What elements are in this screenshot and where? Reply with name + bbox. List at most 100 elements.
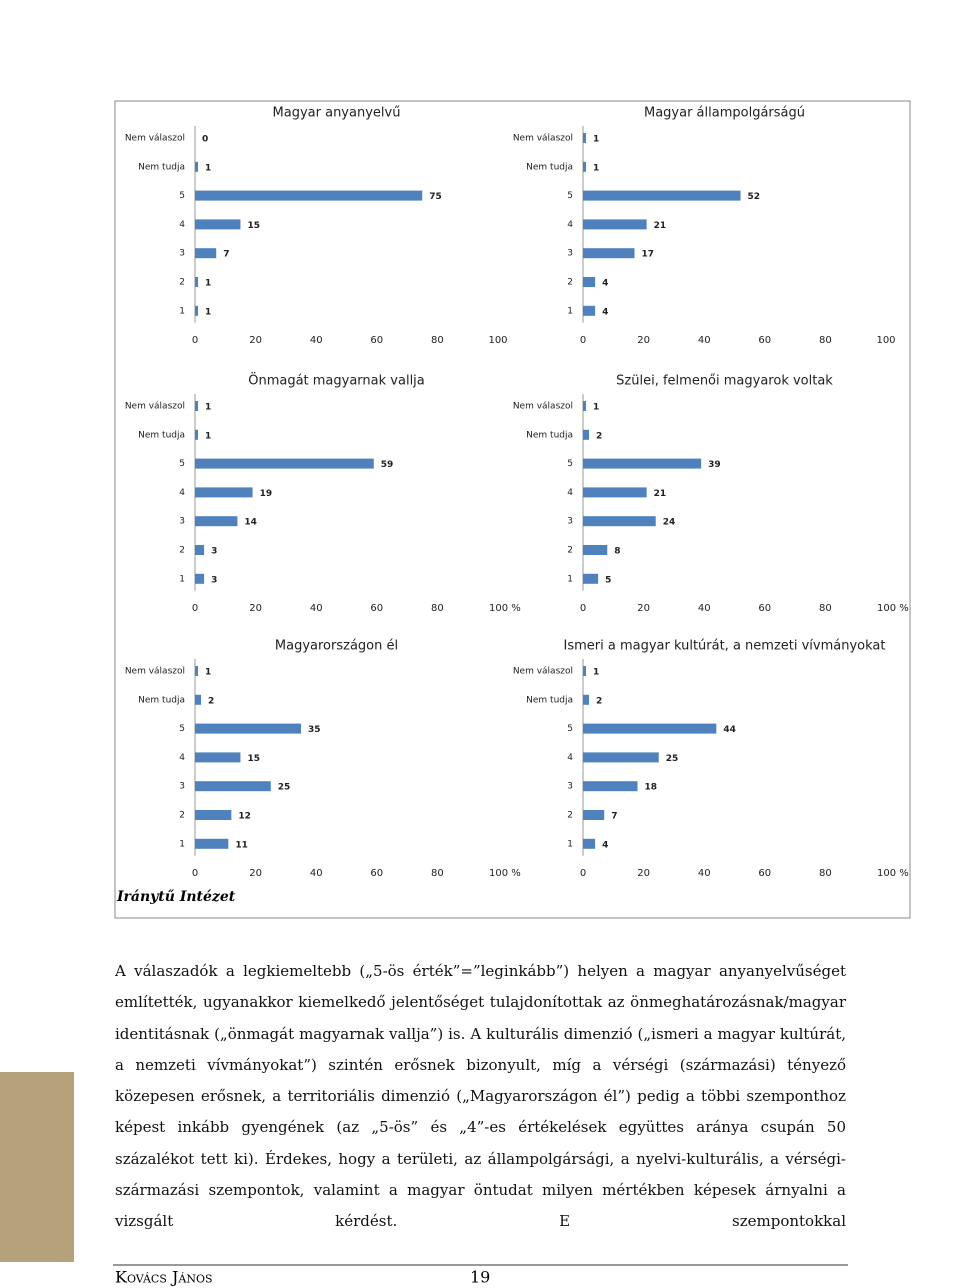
bar [583,401,587,411]
y-tick-label: Nem válaszol [125,667,185,677]
data-label: 1 [205,668,211,678]
bar [195,573,205,584]
x-tick-label: 80 [431,868,444,879]
x-tick-label: 0 [192,603,198,614]
y-tick-label: Nem tudja [526,430,573,440]
x-tick-label: 40 [310,868,323,879]
y-tick-label: 1 [567,839,573,849]
bar [583,573,599,584]
x-tick-label: 60 [370,335,383,346]
x-tick-label: 20 [249,603,262,614]
x-tick-label: 60 [370,868,383,879]
x-tick-label: 60 [370,603,383,614]
x-tick-label: 100 [488,335,507,346]
bar [583,545,608,555]
chart-title: Ismeri a magyar kultúrát, a nemzeti vívm… [563,639,885,654]
y-tick-label: 1 [567,306,573,316]
data-label: 75 [429,192,442,202]
y-tick-label: 4 [567,753,573,763]
bar [583,694,590,705]
bar [195,277,199,287]
data-label: 44 [723,725,736,735]
x-tick-label: 60 [758,868,771,879]
data-label: 11 [235,840,248,850]
y-tick-label: 5 [179,724,185,734]
bar [195,161,199,172]
data-label: 12 [238,812,251,822]
bar [583,305,596,316]
y-tick-label: 4 [179,220,185,230]
bar [583,161,587,172]
bar [195,694,202,705]
data-label: 2 [596,431,602,441]
y-tick-label: 1 [179,839,185,849]
y-tick-label: 1 [179,574,185,584]
x-tick-label: 40 [698,335,711,346]
x-tick-label: 0 [192,868,198,879]
x-tick-label: 60 [758,335,771,346]
bar [195,401,199,411]
bar [583,190,741,201]
y-tick-label: 2 [179,546,185,556]
x-tick-label: 0 [580,603,586,614]
bar [583,810,605,820]
bar [195,248,217,259]
x-tick-label: 80 [431,603,444,614]
data-label: 17 [642,250,655,260]
bar [583,666,587,676]
y-tick-label: 2 [179,278,185,288]
y-tick-label: 3 [179,782,185,792]
bar [195,305,199,316]
y-tick-label: 2 [567,811,573,821]
bar [195,752,241,763]
x-tick-label: 100 [876,335,895,346]
bar [195,487,253,498]
bar [583,781,638,792]
y-tick-label: 4 [179,488,185,498]
x-tick-label: 100 % [489,868,521,879]
chart-title: Önmagát magyarnak vallja [248,372,425,389]
x-tick-label: 0 [580,868,586,879]
y-tick-label: 2 [179,811,185,821]
x-tick-label: 80 [431,335,444,346]
data-label: 5 [605,575,611,585]
bar [583,248,635,259]
bar [583,133,587,143]
bar [583,429,590,440]
bar [195,190,423,201]
bar [583,838,596,849]
y-tick-label: Nem tudja [526,695,573,705]
data-label: 21 [654,489,667,499]
y-tick-label: 4 [567,220,573,230]
bar [195,429,199,440]
data-label: 3 [211,547,217,557]
data-label: 3 [211,575,217,585]
data-label: 1 [205,403,211,413]
x-tick-label: 80 [819,335,832,346]
data-label: 39 [708,460,721,470]
y-tick-label: 5 [179,191,185,201]
x-tick-label: 20 [637,603,650,614]
bar [583,516,656,527]
bar [195,810,232,820]
data-label: 2 [208,696,214,706]
data-label: 1 [593,403,599,413]
y-tick-label: 1 [179,306,185,316]
y-tick-label: Nem tudja [138,162,185,172]
data-label: 1 [205,307,211,317]
bar [195,723,302,734]
x-tick-label: 40 [310,603,323,614]
y-tick-label: Nem válaszol [513,134,573,144]
data-label: 1 [593,668,599,678]
page-number: 19 [470,1268,490,1287]
y-tick-label: 3 [567,782,573,792]
data-label: 59 [381,460,394,470]
bar [583,219,647,230]
bar [195,666,199,676]
data-label: 1 [205,431,211,441]
bar [583,277,596,287]
bar [195,545,205,555]
bar [583,752,659,763]
y-tick-label: 5 [567,459,573,469]
bar [195,516,238,527]
